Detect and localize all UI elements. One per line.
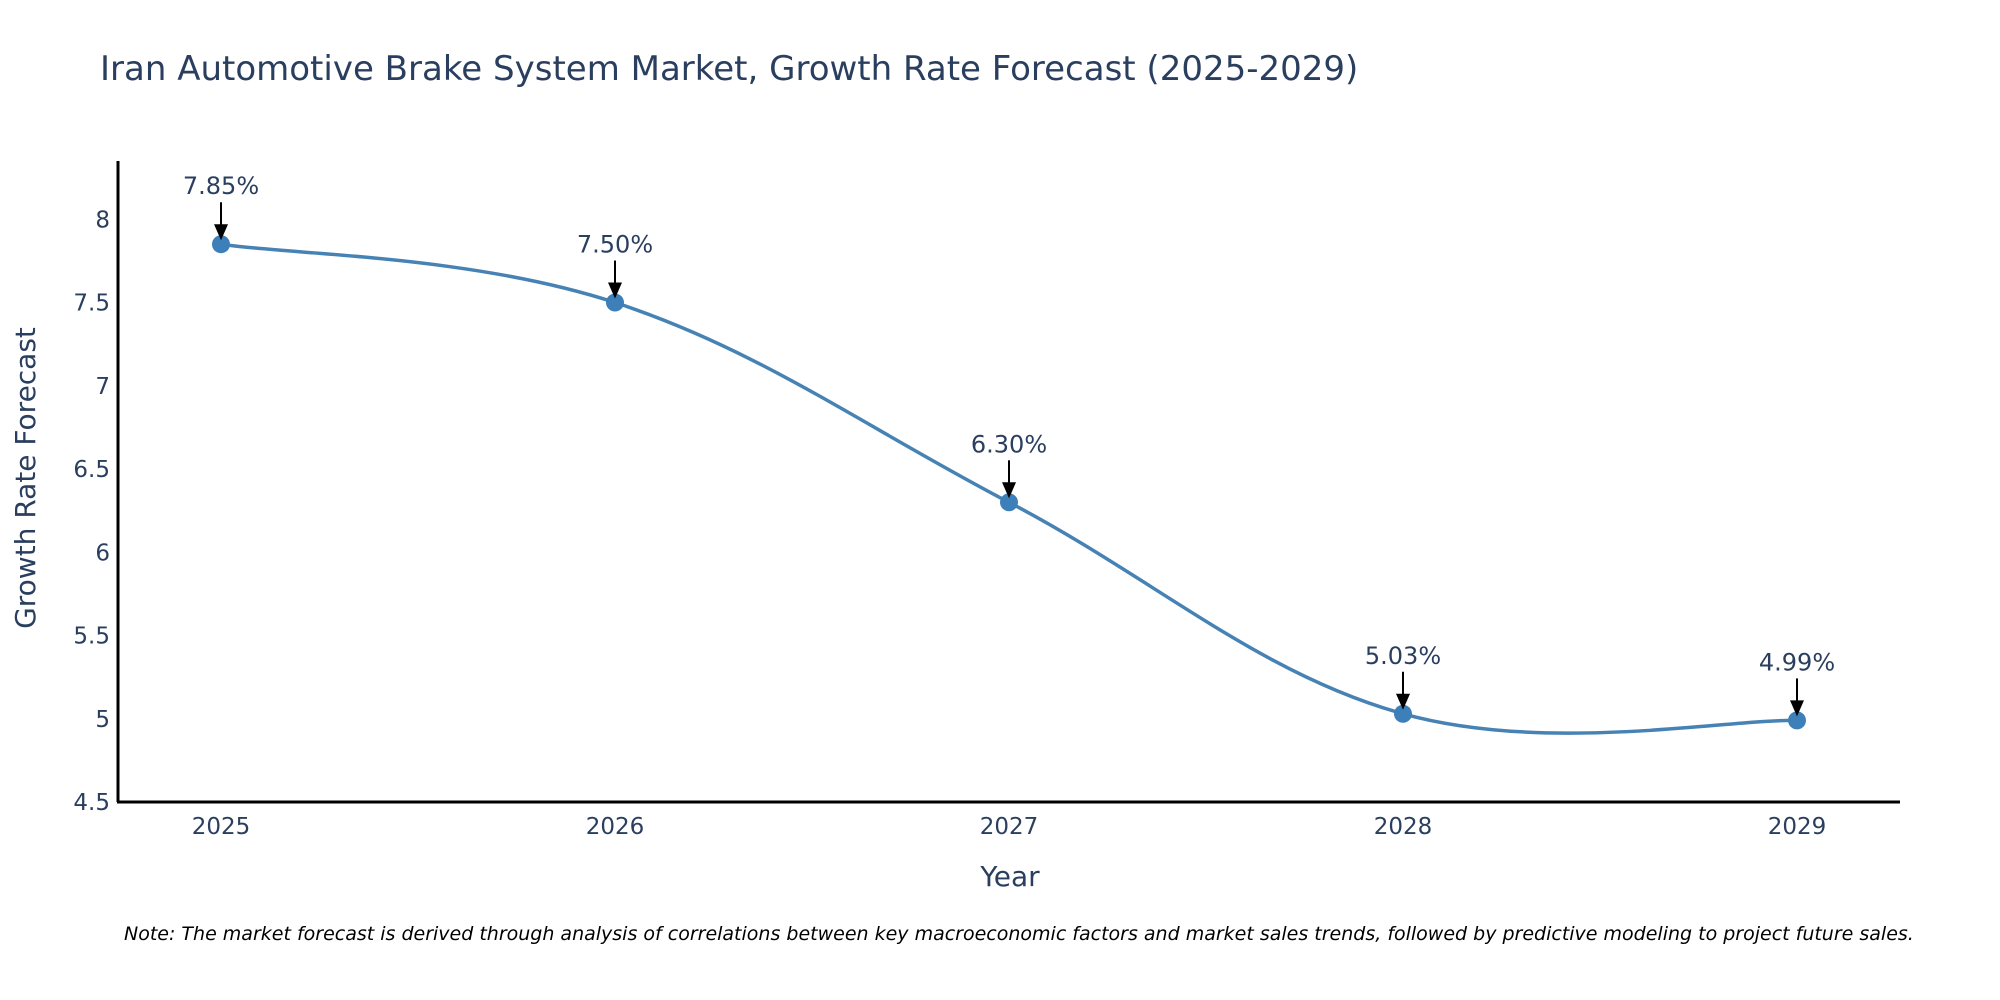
data-label: 7.85%: [183, 172, 259, 200]
data-point: [1394, 704, 1412, 723]
chart-title: Iran Automotive Brake System Market, Gro…: [100, 49, 1358, 89]
footnote: Note: The market forecast is derived thr…: [124, 923, 1914, 945]
annotation-arrow-head: [214, 224, 228, 241]
plot-area: 4.5 5 5.5 6 6.5 7 7.5 8 2025 2026 2027 2028 2029 7.…: [73, 161, 1900, 840]
y-tick-label: 4.5: [73, 790, 110, 816]
data-markers: [212, 235, 1806, 730]
data-point: [1000, 493, 1018, 512]
x-tick-label: 2027: [980, 814, 1039, 840]
x-tick-labels: 2025 2026 2027 2028 2029: [192, 814, 1827, 840]
data-point: [1788, 711, 1806, 730]
data-point: [212, 235, 230, 254]
data-annotations: 7.85% 7.50% 6.30% 5.03% 4.99%: [183, 172, 1835, 717]
data-label: 7.50%: [577, 231, 653, 259]
y-tick-label: 5.5: [73, 624, 110, 650]
y-tick-label: 8: [95, 207, 110, 233]
annotation-arrow-head: [608, 282, 622, 299]
data-label: 5.03%: [1365, 642, 1441, 670]
data-point: [606, 293, 624, 312]
y-tick-labels: 4.5 5 5.5 6 6.5 7 7.5 8: [73, 207, 110, 816]
y-tick-label: 7: [95, 374, 110, 400]
y-axis-title: Growth Rate Forecast: [9, 327, 42, 629]
annotation-arrow-head: [1396, 693, 1410, 710]
annotation-arrow-head: [1002, 482, 1016, 499]
y-tick-label: 6: [95, 540, 110, 566]
x-tick-label: 2025: [192, 814, 251, 840]
x-tick-label: 2029: [1768, 814, 1827, 840]
x-tick-label: 2026: [586, 814, 645, 840]
x-tick-label: 2028: [1374, 814, 1433, 840]
data-label: 4.99%: [1759, 648, 1835, 676]
x-axis-title: Year: [979, 860, 1040, 893]
y-tick-label: 7.5: [73, 291, 110, 317]
y-tick-label: 5: [95, 707, 110, 733]
y-tick-label: 6.5: [73, 457, 110, 483]
data-label: 6.30%: [971, 430, 1047, 458]
annotation-arrow-head: [1790, 700, 1804, 717]
